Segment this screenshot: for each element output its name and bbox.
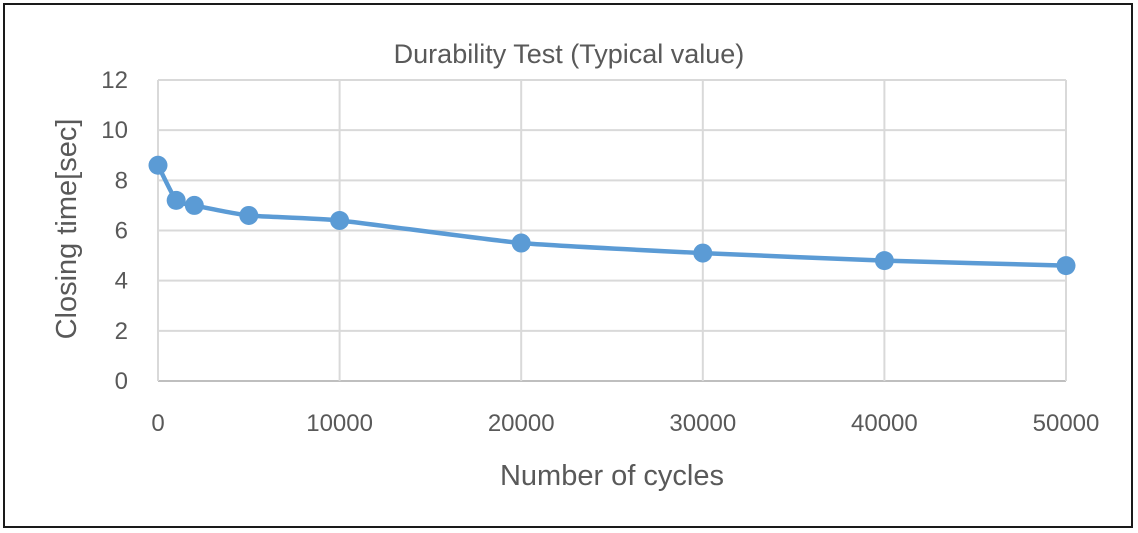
chart-title: Durability Test (Typical value)	[394, 39, 745, 69]
x-tick-label: 0	[151, 410, 164, 437]
gridlines	[157, 79, 1067, 382]
data-point	[184, 195, 204, 215]
y-tick-label: 0	[115, 368, 128, 395]
x-axis-label: Number of cycles	[500, 460, 724, 492]
x-tick-label: 40000	[851, 410, 918, 437]
data-point	[148, 155, 168, 175]
data-point	[693, 243, 713, 263]
x-tick-label: 20000	[488, 410, 555, 437]
chart-frame	[3, 3, 1133, 528]
y-tick-labels: 0 2 4 6 8 10 12	[101, 67, 128, 395]
y-tick-label: 6	[115, 218, 128, 245]
y-axis-label: Closing time[sec]	[51, 119, 83, 340]
data-point	[874, 251, 894, 271]
y-tick-label: 2	[115, 318, 128, 345]
x-tick-label: 10000	[306, 410, 373, 437]
y-tick-label: 4	[115, 268, 128, 295]
data-point	[1056, 256, 1076, 276]
data-point	[239, 205, 259, 225]
y-tick-label: 10	[101, 117, 128, 144]
data-point	[511, 233, 531, 253]
y-tick-label: 8	[115, 167, 128, 194]
data-point	[166, 190, 186, 210]
y-tick-label: 12	[101, 67, 128, 94]
x-tick-label: 30000	[669, 410, 736, 437]
x-tick-labels: 0 10000 20000 30000 40000 50000	[151, 410, 1099, 437]
series-group	[148, 155, 1076, 276]
data-point	[330, 210, 350, 230]
x-tick-label: 50000	[1033, 410, 1100, 437]
